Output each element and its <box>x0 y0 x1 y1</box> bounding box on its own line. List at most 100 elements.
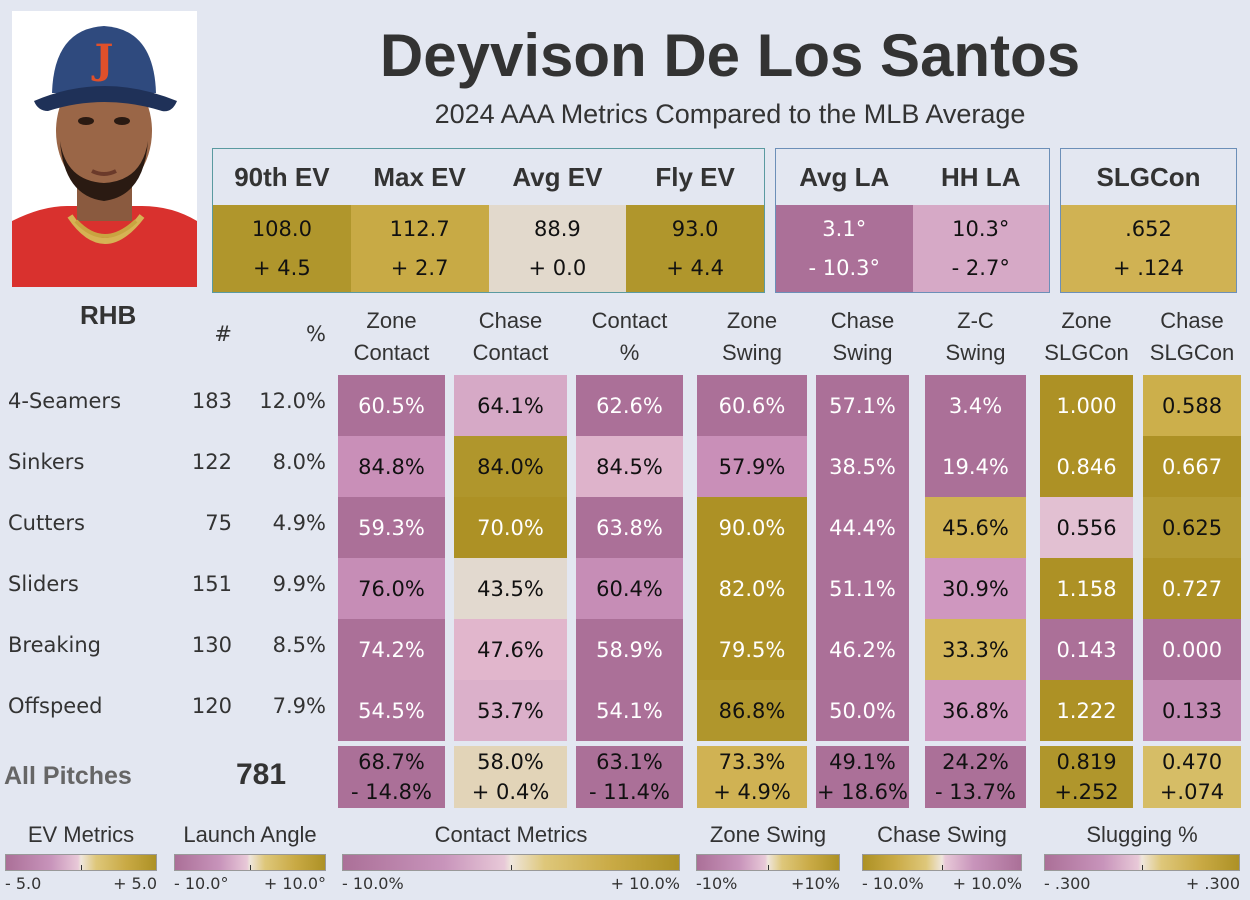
metric-cell: 84.8% <box>338 436 445 497</box>
legend-min-label: - 10.0% <box>342 874 404 893</box>
column-header-line: Zone <box>726 308 778 333</box>
summary-diff: + 4.4 <box>666 256 724 281</box>
legend-color-bar <box>174 854 326 871</box>
summary-cell: .652 + .124 <box>1061 205 1236 292</box>
legend-color-bar <box>342 854 680 871</box>
metric-cell: 90.0% <box>697 497 807 558</box>
metric-cell: 60.5% <box>338 375 445 436</box>
legend-3: Zone Swing -10% +10% <box>696 822 840 898</box>
summary-diff: - 10.3° <box>808 256 880 281</box>
metric-cell: 47.6% <box>454 619 567 680</box>
total-value: 49.1% <box>829 750 896 774</box>
metric-cell: 84.5% <box>576 436 683 497</box>
legend-title: Launch Angle <box>183 822 317 847</box>
column-header-line: SLGCon <box>1149 340 1235 365</box>
total-diff: + 0.4% <box>471 780 550 804</box>
column-header-line: Contact <box>472 340 549 365</box>
column-header-line: Swing <box>945 340 1006 365</box>
pitch-count: 151 <box>191 572 232 596</box>
legend-max-label: + 5.0 <box>113 874 157 893</box>
summary-diff: + 0.0 <box>528 256 587 281</box>
pitch-pct: 9.9% <box>272 572 326 596</box>
total-cell: 73.3% + 4.9% <box>697 746 807 808</box>
total-value: 63.1% <box>596 750 663 774</box>
total-value: 24.2% <box>942 750 1009 774</box>
total-cell: 49.1% + 18.6% <box>816 746 909 808</box>
column-header: Z-C Swing <box>915 305 1036 369</box>
column-header-line: Chase <box>830 308 895 333</box>
metric-cell: 19.4% <box>925 436 1026 497</box>
legend-min-label: - .300 <box>1044 874 1091 893</box>
legend-labels: - 10.0% + 10.0% <box>862 874 1022 893</box>
pitch-count: 130 <box>191 633 232 657</box>
pitch-type-label: Breaking <box>8 633 102 657</box>
pitch-count: 122 <box>191 450 232 474</box>
total-diff: +.252 <box>1054 780 1119 804</box>
slgcon-summary-box: SLGCon .652 + .124 <box>1060 148 1237 293</box>
column-header: Contact% <box>566 305 693 369</box>
pitch-count: 183 <box>191 389 232 413</box>
metric-cell: 46.2% <box>816 619 909 680</box>
metric-cell: 0.133 <box>1143 680 1241 741</box>
legend-labels: -10% +10% <box>696 874 840 893</box>
column-header-line: Z-C <box>957 308 994 333</box>
pitch-pct: 8.5% <box>272 633 326 657</box>
handedness-label: RHB <box>80 300 137 330</box>
pitch-count: 75 <box>205 511 232 535</box>
pitch-pct: 8.0% <box>272 450 326 474</box>
summary-cell: 93.0 + 4.4 <box>626 205 764 292</box>
legend-5: Slugging % - .300 + .300 <box>1044 822 1240 898</box>
column-header-line: Swing <box>832 340 893 365</box>
legend-labels: - 5.0 + 5.0 <box>5 874 157 893</box>
metric-cell: 86.8% <box>697 680 807 741</box>
summary-diff: - 2.7° <box>951 256 1010 281</box>
legend-title: Zone Swing <box>709 822 827 847</box>
summary-value: 3.1° <box>822 216 867 241</box>
total-diff: - 13.7% <box>935 780 1016 804</box>
column-header-line: Chase <box>478 308 543 333</box>
legend-labels: - .300 + .300 <box>1044 874 1240 893</box>
total-diff: - 11.4% <box>589 780 670 804</box>
total-cell: 0.470 +.074 <box>1143 746 1241 808</box>
summary-header: HH LA <box>941 162 1021 192</box>
legend-title: EV Metrics <box>27 822 135 847</box>
metric-cell: 60.6% <box>697 375 807 436</box>
pitch-type-label: Sinkers <box>8 450 85 474</box>
player-name-title: Deyvison De Los Santos <box>379 22 1081 89</box>
metric-cell: 33.3% <box>925 619 1026 680</box>
legend-color-bar <box>696 854 840 871</box>
column-header-line: Zone <box>1061 308 1112 333</box>
pitch-pct: 12.0% <box>259 389 326 413</box>
legend-max-label: + .300 <box>1185 874 1240 893</box>
legend-midpoint-tick <box>942 865 943 870</box>
column-header: Zone SLGCon <box>1030 305 1143 369</box>
pitch-type-label: Sliders <box>8 572 79 596</box>
legend-midpoint-tick <box>250 865 251 870</box>
all-pitches-label: All Pitches <box>4 762 132 790</box>
summary-header: Fly EV <box>655 162 735 192</box>
metric-cell: 58.9% <box>576 619 683 680</box>
metric-cell: 0.556 <box>1040 497 1133 558</box>
legend-title: Chase Swing <box>877 822 1007 847</box>
metric-cell: 0.143 <box>1040 619 1133 680</box>
metric-cell: 64.1% <box>454 375 567 436</box>
legend-max-label: + 10.0° <box>263 874 326 893</box>
count-header: # <box>214 322 232 346</box>
metric-cell: 63.8% <box>576 497 683 558</box>
total-cell: 24.2% - 13.7% <box>925 746 1026 808</box>
summary-value: 108.0 <box>251 216 312 241</box>
page-subtitle: 2024 AAA Metrics Compared to the MLB Ave… <box>434 99 1026 129</box>
player-headshot-icon: J <box>12 11 197 287</box>
legend-labels: - 10.0% + 10.0% <box>342 874 680 893</box>
metric-cell: 57.1% <box>816 375 909 436</box>
metric-cell: 1.000 <box>1040 375 1133 436</box>
legend-midpoint-tick <box>511 865 512 870</box>
metric-cell: 51.1% <box>816 558 909 619</box>
legend-color-bar <box>5 854 157 871</box>
metric-cell: 3.4% <box>925 375 1026 436</box>
legend-midpoint-tick <box>81 865 82 870</box>
summary-value: 10.3° <box>952 216 1010 241</box>
metric-cell: 60.4% <box>576 558 683 619</box>
pitch-type-label: Cutters <box>8 511 85 535</box>
metric-cell: 62.6% <box>576 375 683 436</box>
